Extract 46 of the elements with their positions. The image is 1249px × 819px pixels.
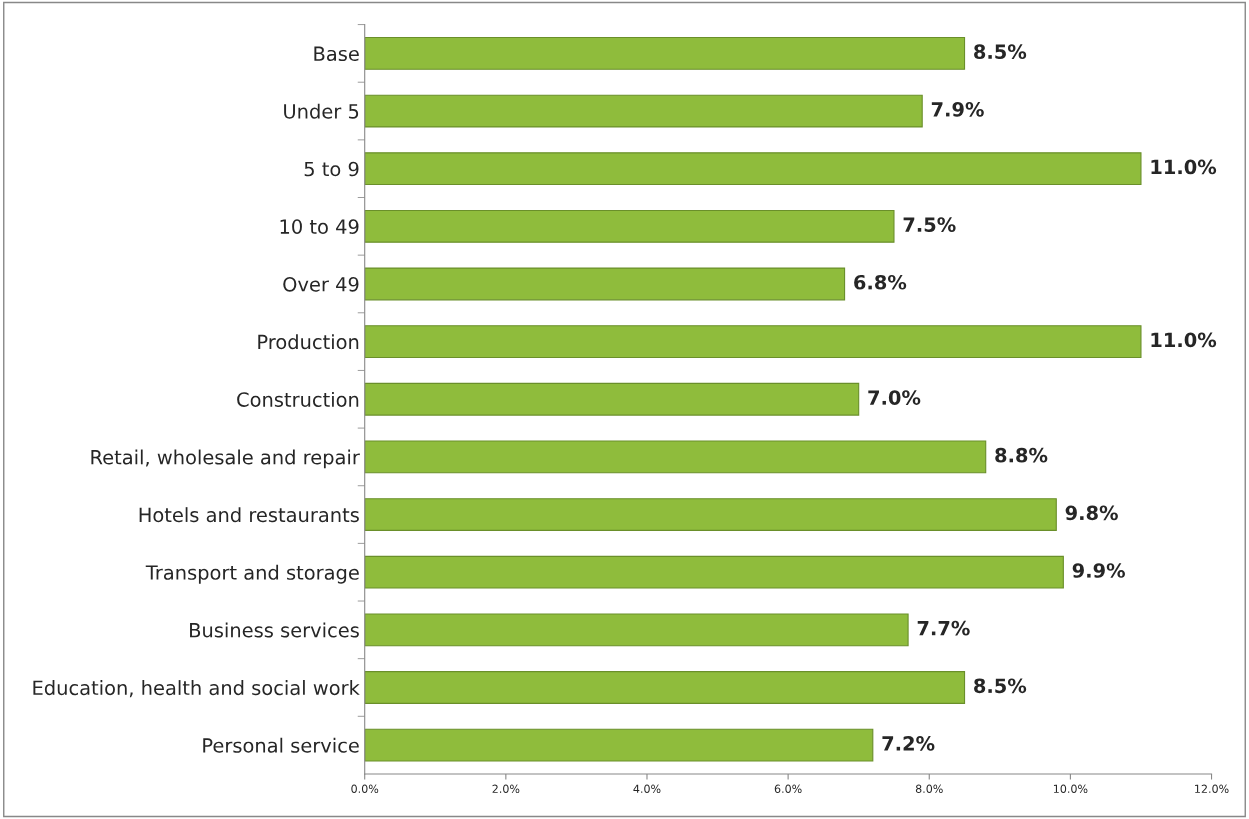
data-label: 11.0%	[1151, 159, 1217, 175]
bar	[364, 671, 966, 704]
y-tick-label: Personal service	[203, 737, 359, 753]
bar	[364, 325, 1142, 359]
data-label: 7.5%	[903, 217, 956, 232]
x-tick-label: 12.0%	[1195, 784, 1229, 793]
data-label: 7.7%	[917, 620, 970, 636]
bar	[364, 555, 1064, 589]
x-tick-label: 4.0%	[633, 784, 661, 793]
bar	[364, 613, 909, 647]
x-tick-label: 8.0%	[915, 784, 943, 793]
bar	[364, 498, 1057, 531]
bar	[364, 152, 1142, 186]
y-tick-label: Over 49	[283, 276, 359, 292]
data-label: 9.8%	[1065, 505, 1118, 521]
data-label: 8.5%	[974, 44, 1027, 60]
data-label: 7.0%	[868, 390, 921, 405]
y-tick-label: Base	[314, 46, 359, 62]
bar	[364, 209, 895, 243]
data-label: 8.5%	[974, 678, 1027, 694]
bar	[364, 440, 987, 474]
data-label: 11.0%	[1151, 332, 1217, 348]
x-tick-label: 2.0%	[492, 784, 520, 793]
y-tick-label: Production	[258, 334, 359, 350]
y-tick-label: Transport and storage	[145, 564, 359, 584]
data-label: 8.8%	[995, 447, 1048, 463]
y-tick-label: Business services	[190, 622, 359, 638]
bar	[364, 267, 846, 301]
y-tick-label: 5 to 9	[304, 161, 359, 177]
data-label: 7.9%	[931, 101, 984, 117]
data-label: 9.9%	[1072, 563, 1125, 578]
y-tick-label: Education, health and social work	[33, 680, 360, 698]
data-label: 7.2%	[882, 736, 935, 751]
x-tick-label: 6.0%	[774, 784, 802, 793]
y-tick-label: Hotels and restaurants	[139, 507, 359, 523]
data-label: 6.8%	[854, 274, 907, 290]
y-tick-label: Under 5	[284, 103, 359, 119]
bar	[364, 36, 966, 70]
y-tick-label: 10 to 49	[280, 219, 359, 234]
x-tick-label: 0.0%	[351, 784, 379, 793]
bar	[364, 728, 874, 762]
y-tick-label: Retail, wholesale and repair	[91, 449, 360, 469]
bar	[364, 382, 860, 416]
bar	[364, 94, 923, 128]
y-tick-label: Construction	[237, 391, 359, 407]
x-tick-label: 10.0%	[1053, 784, 1088, 793]
